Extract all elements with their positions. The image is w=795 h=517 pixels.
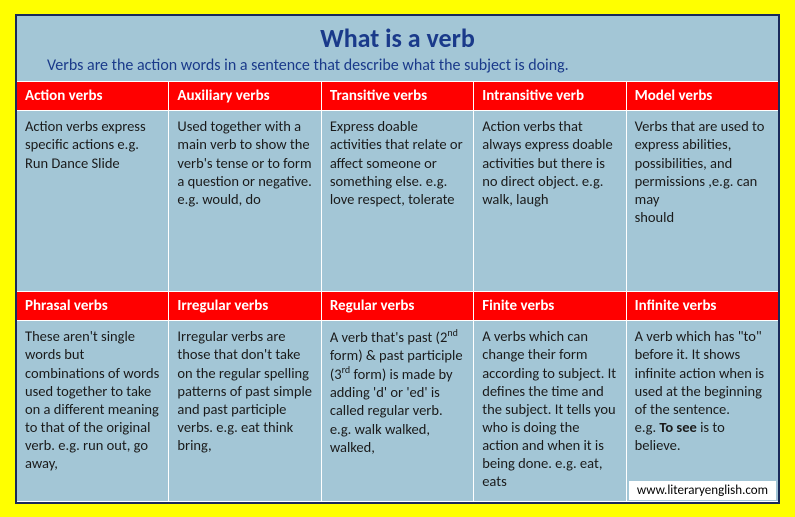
definition-cell: Action verbs express specific actions e.… xyxy=(17,111,169,291)
header-row-1: Action verbs Auxiliary verbs Transitive … xyxy=(17,82,778,112)
header-row-2: Phrasal verbs Irregular verbs Regular ve… xyxy=(17,292,778,322)
col-header: Phrasal verbs xyxy=(17,292,169,322)
col-header: Transitive verbs xyxy=(322,82,474,112)
definition-cell: These aren't single words but combinatio… xyxy=(17,321,169,501)
page-title: What is a verb xyxy=(17,16,778,56)
body-row-2: These aren't single words but combinatio… xyxy=(17,321,778,501)
col-header: Regular verbs xyxy=(322,292,474,322)
col-header: Irregular verbs xyxy=(169,292,321,322)
col-header: Action verbs xyxy=(17,82,169,112)
credit-label: www.literaryenglish.com xyxy=(629,481,776,500)
page-subtitle: Verbs are the action words in a sentence… xyxy=(17,56,778,81)
col-header: Finite verbs xyxy=(474,292,626,322)
definition-cell: Irregular verbs are those that don't tak… xyxy=(169,321,321,501)
definition-cell: A verbs which can change their form acco… xyxy=(474,321,626,501)
verb-grid: Action verbs Auxiliary verbs Transitive … xyxy=(17,81,778,502)
definition-cell: A verb that's past (2nd form) & past par… xyxy=(322,321,474,501)
definition-cell: Action verbs that always express doable … xyxy=(474,111,626,291)
definition-cell: A verb which has "to" before it. It show… xyxy=(627,321,778,501)
definition-cell: Used together with a main verb to show t… xyxy=(169,111,321,291)
col-header: Auxiliary verbs xyxy=(169,82,321,112)
definition-cell: Verbs that are used to express abilities… xyxy=(627,111,778,291)
col-header: Infinite verbs xyxy=(627,292,778,322)
body-row-1: Action verbs express specific actions e.… xyxy=(17,111,778,291)
col-header: Model verbs xyxy=(627,82,778,112)
col-header: Intransitive verb xyxy=(474,82,626,112)
main-panel: What is a verb Verbs are the action word… xyxy=(15,14,780,504)
definition-cell: Express doable activities that relate or… xyxy=(322,111,474,291)
